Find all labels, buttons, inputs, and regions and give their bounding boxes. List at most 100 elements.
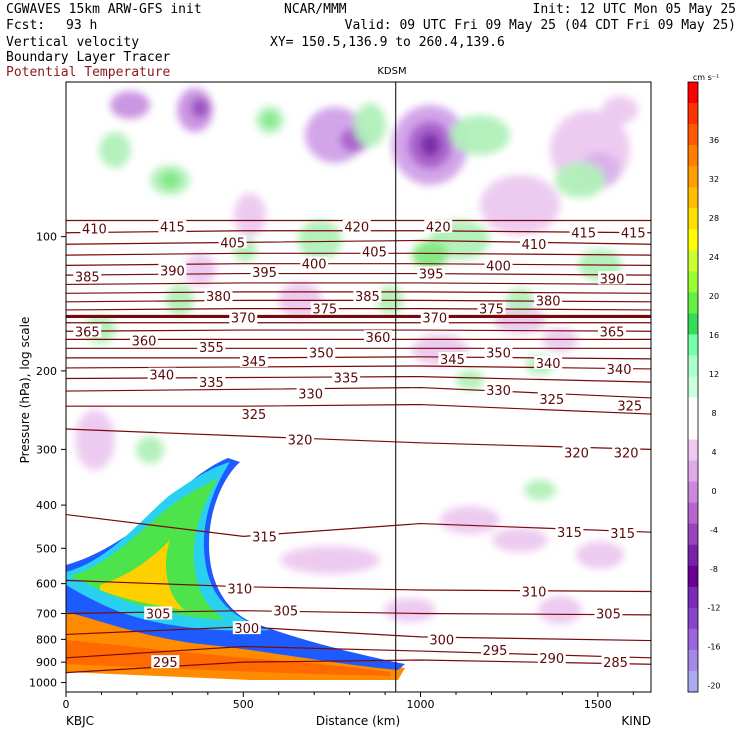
forecast-value: 93 h xyxy=(66,18,98,33)
theta-label-background xyxy=(80,221,109,235)
theta-label-background xyxy=(250,529,279,543)
theta-label: 310 xyxy=(522,586,547,601)
theta-label-background xyxy=(197,375,226,389)
theta-label: 355 xyxy=(199,341,224,356)
theta-label: 315 xyxy=(252,530,277,545)
theta-label-background xyxy=(310,301,339,315)
theta-label: 320 xyxy=(564,447,589,462)
velocity-patch xyxy=(440,506,500,534)
colorbar-swatch xyxy=(688,82,698,104)
velocity-patch xyxy=(354,103,386,147)
theta-label: 415 xyxy=(571,227,596,242)
theta-label: 345 xyxy=(440,353,465,368)
theta-label: 350 xyxy=(486,347,511,362)
theta-label: 305 xyxy=(273,605,298,620)
colorbar-swatch xyxy=(688,397,698,420)
theta-label-background xyxy=(537,391,566,405)
x-tick-label: 1500 xyxy=(584,698,612,711)
colorbar-swatch xyxy=(688,565,698,588)
theta-label-background xyxy=(218,235,247,249)
theta-label-background xyxy=(484,345,513,359)
velocity-patch xyxy=(538,596,582,624)
forecast-label: Fcst: xyxy=(6,18,46,33)
theta-label-background xyxy=(353,289,382,303)
theta-label-background xyxy=(225,581,254,595)
field-potential-temperature: Potential Temperature xyxy=(6,65,171,80)
theta-label-background xyxy=(151,655,180,669)
left-station-label: KBJC xyxy=(66,714,94,728)
model-title: CGWAVES 15km ARW-GFS init xyxy=(6,2,202,17)
theta-label-background xyxy=(342,219,371,233)
colorbar-tick-label: 12 xyxy=(709,370,719,379)
colorbar-swatch xyxy=(688,334,698,356)
y-tick-label: 500 xyxy=(36,542,57,555)
velocity-patch xyxy=(506,288,534,312)
velocity-patch xyxy=(480,175,560,235)
theta-label-background xyxy=(601,655,630,669)
velocity-patch xyxy=(99,132,131,168)
theta-label: 415 xyxy=(160,221,185,236)
theta-label-background xyxy=(73,324,102,338)
y-tick-label: 100 xyxy=(36,231,57,244)
cross-section-xy: XY= 150.5,136.9 to 260.4,139.6 xyxy=(270,35,505,50)
theta-label: 385 xyxy=(75,271,100,286)
velocity-patch xyxy=(234,193,266,237)
theta-label: 345 xyxy=(241,355,266,370)
potential-temperature-contours: 410 415 420 420 415 415 405 405 410 385 390 395 400 3… xyxy=(66,219,651,674)
theta-label: 405 xyxy=(220,236,245,251)
colorbar-tick-label: -8 xyxy=(710,565,718,574)
velocity-patch xyxy=(75,410,115,470)
theta-label-background xyxy=(73,269,102,283)
theta-label: 395 xyxy=(252,266,277,281)
theta-label: 410 xyxy=(82,223,107,238)
theta-label: 380 xyxy=(206,290,231,305)
colorbar-tick-label: 24 xyxy=(709,253,719,262)
colorbar-swatch xyxy=(688,229,698,251)
colorbar-swatch xyxy=(688,523,698,546)
theta-label: 360 xyxy=(132,335,157,350)
theta-contour xyxy=(66,252,651,256)
velocity-patch xyxy=(136,436,164,464)
x-axis-title: Distance (km) xyxy=(316,714,400,728)
theta-label-background xyxy=(427,632,456,646)
theta-label-background xyxy=(537,650,566,664)
theta-label-background xyxy=(534,355,563,369)
theta-label-background xyxy=(130,333,158,347)
colorbar-swatch xyxy=(688,586,698,609)
theta-label-background xyxy=(481,642,509,656)
y-tick-label: 400 xyxy=(36,499,57,512)
theta-label-background xyxy=(608,526,637,540)
colorbar-swatch xyxy=(688,313,698,335)
theta-label: 290 xyxy=(539,652,564,667)
theta-label: 400 xyxy=(486,259,511,274)
velocity-patch xyxy=(542,328,578,352)
y-tick-label: 200 xyxy=(36,365,57,378)
theta-label: 320 xyxy=(288,433,313,448)
theta-label-background xyxy=(555,525,584,539)
velocity-patch xyxy=(492,528,548,552)
velocity-patch xyxy=(298,220,342,260)
theta-label-background xyxy=(364,330,392,344)
org-label: NCAR/MMM xyxy=(284,2,347,17)
tracer-surface-core xyxy=(66,640,390,676)
theta-label: 335 xyxy=(334,372,359,387)
colorbar: 36 32 28 24 20 16 12 8 4 0 -4 -8 -12 -16 -20 xyxy=(687,81,721,693)
velocity-patch xyxy=(576,541,624,569)
theta-label: 300 xyxy=(234,622,259,637)
colorbar-swatch xyxy=(688,670,698,693)
theta-label-background xyxy=(158,219,187,233)
theta-label: 330 xyxy=(486,384,511,399)
theta-label: 385 xyxy=(355,290,380,305)
colorbar-swatch xyxy=(688,544,698,567)
theta-label: 325 xyxy=(539,393,564,408)
y-tick-label: 600 xyxy=(36,578,57,591)
colorbar-swatch xyxy=(688,439,698,462)
theta-label: 300 xyxy=(429,633,454,648)
theta-label: 295 xyxy=(153,656,178,671)
theta-label-background xyxy=(239,407,268,421)
theta-label: 340 xyxy=(607,363,632,378)
theta-label-background xyxy=(598,271,626,285)
velocity-patch xyxy=(184,254,216,286)
y-axis-ticks: 100 200 300 400 500 600 700 800 900 1000 xyxy=(29,231,66,690)
colorbar-swatch xyxy=(688,166,698,188)
